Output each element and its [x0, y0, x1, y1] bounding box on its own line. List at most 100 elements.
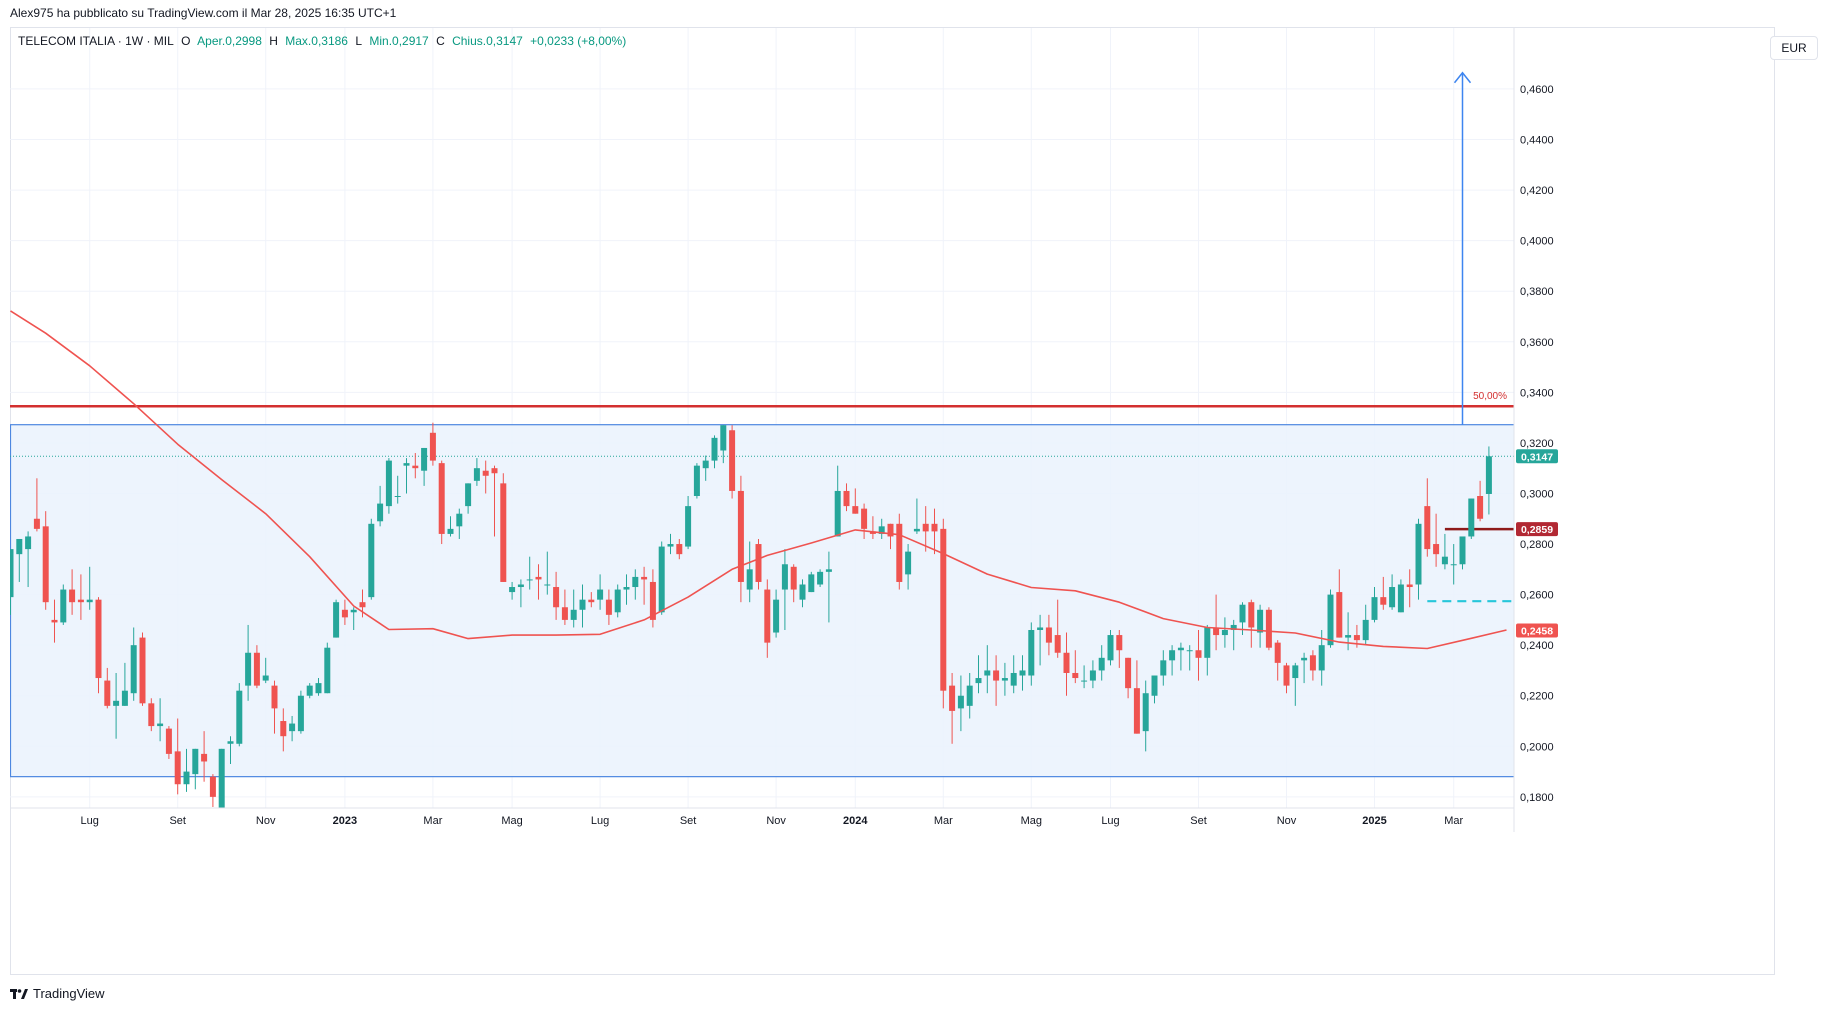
candle-body	[218, 748, 225, 808]
candle-body	[852, 506, 859, 514]
candle	[473, 458, 480, 486]
candle	[1037, 614, 1044, 666]
candle	[377, 485, 384, 527]
candle-body	[1327, 594, 1334, 646]
candle	[711, 435, 718, 469]
candle-body	[1248, 602, 1255, 628]
candle-body	[315, 683, 322, 694]
candle-body	[764, 589, 771, 643]
candle-body	[1450, 564, 1457, 566]
candle-body	[69, 589, 76, 603]
candle	[1406, 569, 1413, 608]
candle-body	[1345, 635, 1352, 638]
candle-body	[1283, 665, 1290, 686]
candle-body	[165, 728, 172, 754]
candle	[429, 422, 436, 466]
candle-body	[113, 700, 120, 706]
candle-body	[121, 690, 128, 706]
legend-low-value: Min.0,2917	[369, 34, 429, 48]
candle	[1397, 579, 1404, 613]
price-tick-label: 0,3800	[1520, 286, 1554, 298]
candle	[509, 581, 516, 600]
candle-body	[693, 465, 700, 496]
candle-body	[1362, 619, 1369, 641]
candle	[491, 465, 498, 537]
candle-body	[289, 723, 296, 732]
candle	[1327, 589, 1334, 648]
candle	[500, 473, 507, 582]
candle-body	[781, 564, 788, 590]
legend-close-label: C	[436, 34, 445, 48]
candle-body	[1142, 693, 1149, 732]
time-tick-label: Mag	[501, 815, 522, 827]
candle-body	[1424, 506, 1431, 550]
candle-body	[746, 569, 753, 590]
candle	[1274, 640, 1281, 681]
candle	[817, 569, 824, 588]
candle-body	[1072, 672, 1079, 679]
candle-body	[570, 609, 577, 620]
legend-high-label: H	[269, 34, 278, 48]
candle	[33, 478, 40, 532]
candle-body	[236, 690, 243, 744]
price-tick-label: 0,2600	[1520, 590, 1554, 602]
candle	[614, 584, 621, 618]
candle-body	[641, 576, 648, 580]
candle-body	[509, 587, 516, 593]
price-tag-bg	[1516, 623, 1558, 638]
candle-body	[1081, 680, 1088, 682]
candle	[245, 624, 252, 701]
candle-body	[720, 425, 727, 451]
candle-body	[940, 528, 947, 691]
tradingview-logo-icon	[10, 988, 28, 999]
candle	[641, 566, 648, 605]
candle	[280, 708, 287, 752]
candle-body	[95, 599, 102, 679]
candle-body	[1221, 630, 1228, 636]
candle	[570, 589, 577, 628]
candle-body	[25, 536, 32, 550]
candle-body	[913, 528, 920, 532]
legend-close-value: Chius.0,3147	[452, 34, 523, 48]
candle-body	[1107, 635, 1114, 661]
candle-body	[1151, 675, 1158, 696]
candle	[1116, 630, 1123, 668]
candle-body	[10, 549, 14, 598]
time-tick-label: Mar	[1444, 815, 1463, 827]
candle-body	[834, 490, 841, 537]
candle-body	[1433, 544, 1440, 555]
candle-body	[324, 647, 331, 694]
candle-body	[1010, 672, 1017, 686]
candle	[1433, 513, 1440, 567]
currency-button[interactable]: EUR	[1770, 36, 1818, 60]
tradingview-footer[interactable]: 17 TradingView	[10, 986, 105, 1001]
candle	[878, 518, 885, 539]
candle-body	[588, 599, 595, 603]
price-tick-label: 0,3200	[1520, 438, 1554, 450]
candle	[174, 718, 181, 795]
candle-body	[1186, 650, 1193, 652]
candle-body	[1098, 657, 1105, 671]
candle-body	[1133, 688, 1140, 734]
candle	[1107, 630, 1114, 666]
candle	[157, 698, 164, 742]
candle	[658, 541, 665, 615]
legend-symbol[interactable]: TELECOM ITALIA · 1W · MIL	[18, 34, 174, 48]
candle-body	[887, 523, 894, 537]
legend-low-label: L	[355, 34, 363, 48]
candle	[949, 672, 956, 744]
candle-body	[1336, 592, 1343, 638]
candle-body	[1274, 642, 1281, 663]
candle	[130, 627, 137, 701]
candle	[667, 533, 674, 555]
time-tick-label: Lug	[81, 815, 99, 827]
candle	[438, 460, 445, 545]
candle	[1380, 576, 1387, 610]
candle-body	[597, 589, 604, 600]
resistance-label: 50,00%	[1473, 391, 1507, 402]
candle	[1283, 662, 1290, 694]
candle	[702, 455, 709, 481]
candle	[1169, 645, 1176, 676]
candle	[966, 672, 973, 719]
